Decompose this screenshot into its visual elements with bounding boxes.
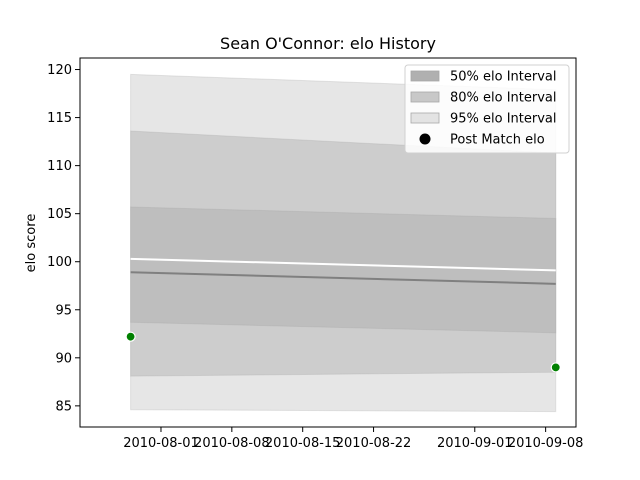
band-50-interval: [130, 206, 557, 334]
plot-frame: [79, 57, 577, 428]
legend-label-post-match-elo: Post Match elo: [450, 133, 545, 148]
x-tick-label: 2010-08-01: [123, 436, 199, 451]
plot-area: [125, 73, 561, 413]
legend-label-80-elo-interval: 80% elo Interval: [450, 91, 557, 106]
legend-label-50-elo-interval: 50% elo Interval: [450, 70, 557, 85]
legend-swatch-95-elo-interval: [410, 112, 440, 124]
chart-title: Sean O'Connor: elo History: [220, 34, 436, 53]
y-tick-label: 100: [47, 255, 72, 270]
x-tick-label: 2010-09-01: [437, 436, 513, 451]
y-tick-label: 115: [47, 111, 72, 126]
y-tick-label: 120: [47, 63, 72, 78]
legend-marker-post-match-elo: [419, 133, 431, 145]
mean-elo-line: [130, 271, 556, 285]
post-match-point: [550, 362, 561, 373]
y-tick-label: 90: [55, 351, 72, 366]
y-axis: 85 90 95 100 105 110 115 120: [47, 63, 80, 414]
y-tick-label: 95: [55, 303, 72, 318]
x-tick-label: 2010-09-08: [508, 436, 584, 451]
legend: 50% elo Interval 80% elo Interval 95% elo …: [404, 64, 570, 154]
post-match-point: [125, 331, 136, 342]
y-tick-label: 110: [47, 159, 72, 174]
legend-label-95-elo-interval: 95% elo Interval: [450, 112, 557, 127]
x-tick-label: 2010-08-22: [336, 436, 412, 451]
legend-swatch-80-elo-interval: [410, 91, 440, 103]
legend-swatch-50-elo-interval: [410, 70, 440, 82]
y-tick-label: 85: [55, 399, 72, 414]
x-tick-label: 2010-08-15: [265, 436, 341, 451]
x-axis: 2010-08-012010-08-082010-08-152010-08-22…: [123, 427, 583, 451]
y-tick-label: 105: [47, 207, 72, 222]
x-tick-label: 2010-08-08: [194, 436, 270, 451]
y-axis-label: elo score: [24, 214, 39, 273]
legend-box: [404, 64, 570, 154]
median-elo-line: [130, 257, 556, 272]
